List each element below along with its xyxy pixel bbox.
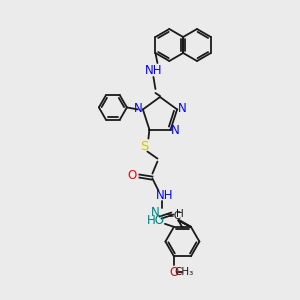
Text: N: N: [171, 124, 180, 137]
Text: S: S: [140, 140, 148, 153]
Text: N: N: [151, 206, 160, 219]
Text: O: O: [169, 266, 178, 279]
Text: H: H: [176, 208, 183, 219]
Text: NH: NH: [145, 64, 162, 77]
Text: CH₃: CH₃: [174, 267, 194, 277]
Text: O: O: [128, 169, 137, 182]
Text: HO: HO: [147, 214, 165, 227]
Text: N: N: [178, 102, 187, 115]
Text: N: N: [134, 102, 142, 115]
Text: =C: =C: [167, 211, 182, 220]
Text: NH: NH: [156, 189, 173, 202]
